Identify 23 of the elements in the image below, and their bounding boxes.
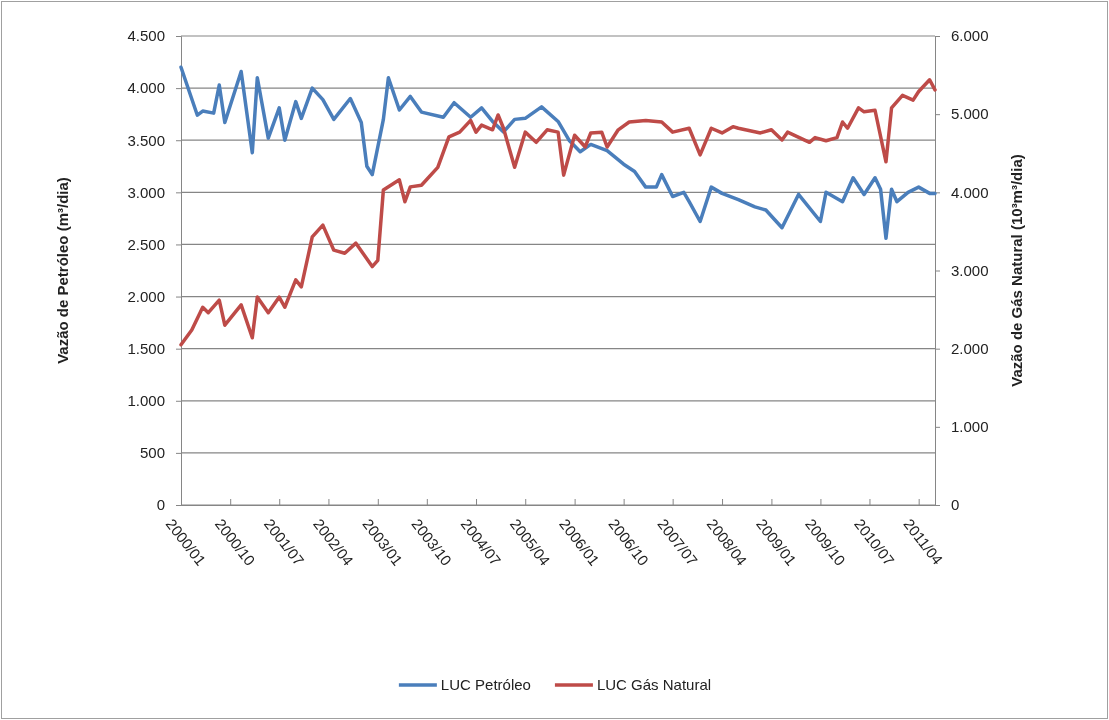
line-series bbox=[179, 78, 937, 347]
y2-tick-label: 2.000 bbox=[951, 339, 989, 357]
legend-label: LUC Petróleo bbox=[440, 676, 531, 693]
y2-tick-label: 4.000 bbox=[951, 183, 989, 201]
y-tick-label: 3.000 bbox=[127, 183, 165, 201]
y2-tick-label: 1.000 bbox=[951, 418, 989, 436]
y-tick-label: 4.500 bbox=[127, 27, 165, 45]
y-axis-title: Vazão de Petróleo (m³/dia) bbox=[54, 177, 71, 364]
line-series bbox=[179, 65, 937, 240]
y-tick-label: 4.000 bbox=[127, 79, 165, 97]
y-tick-label: 1.500 bbox=[127, 339, 165, 357]
y2-tick-label: 0 bbox=[951, 496, 960, 514]
y-tick-label: 3.500 bbox=[127, 131, 165, 149]
y2-tick-label: 5.000 bbox=[951, 105, 989, 123]
y2-tick-label: 6.000 bbox=[951, 27, 989, 45]
y-tick-label: 500 bbox=[139, 444, 165, 462]
y-tick-label: 0 bbox=[156, 496, 165, 514]
y2-axis-title: Vazão de Gás Natural (10³m³/dia) bbox=[1008, 154, 1025, 387]
legend-label: LUC Gás Natural bbox=[596, 676, 712, 693]
y2-tick-label: 3.000 bbox=[951, 261, 989, 279]
y-tick-label: 1.000 bbox=[127, 392, 165, 410]
y-tick-label: 2.000 bbox=[127, 287, 165, 305]
y-tick-label: 2.500 bbox=[127, 235, 165, 253]
